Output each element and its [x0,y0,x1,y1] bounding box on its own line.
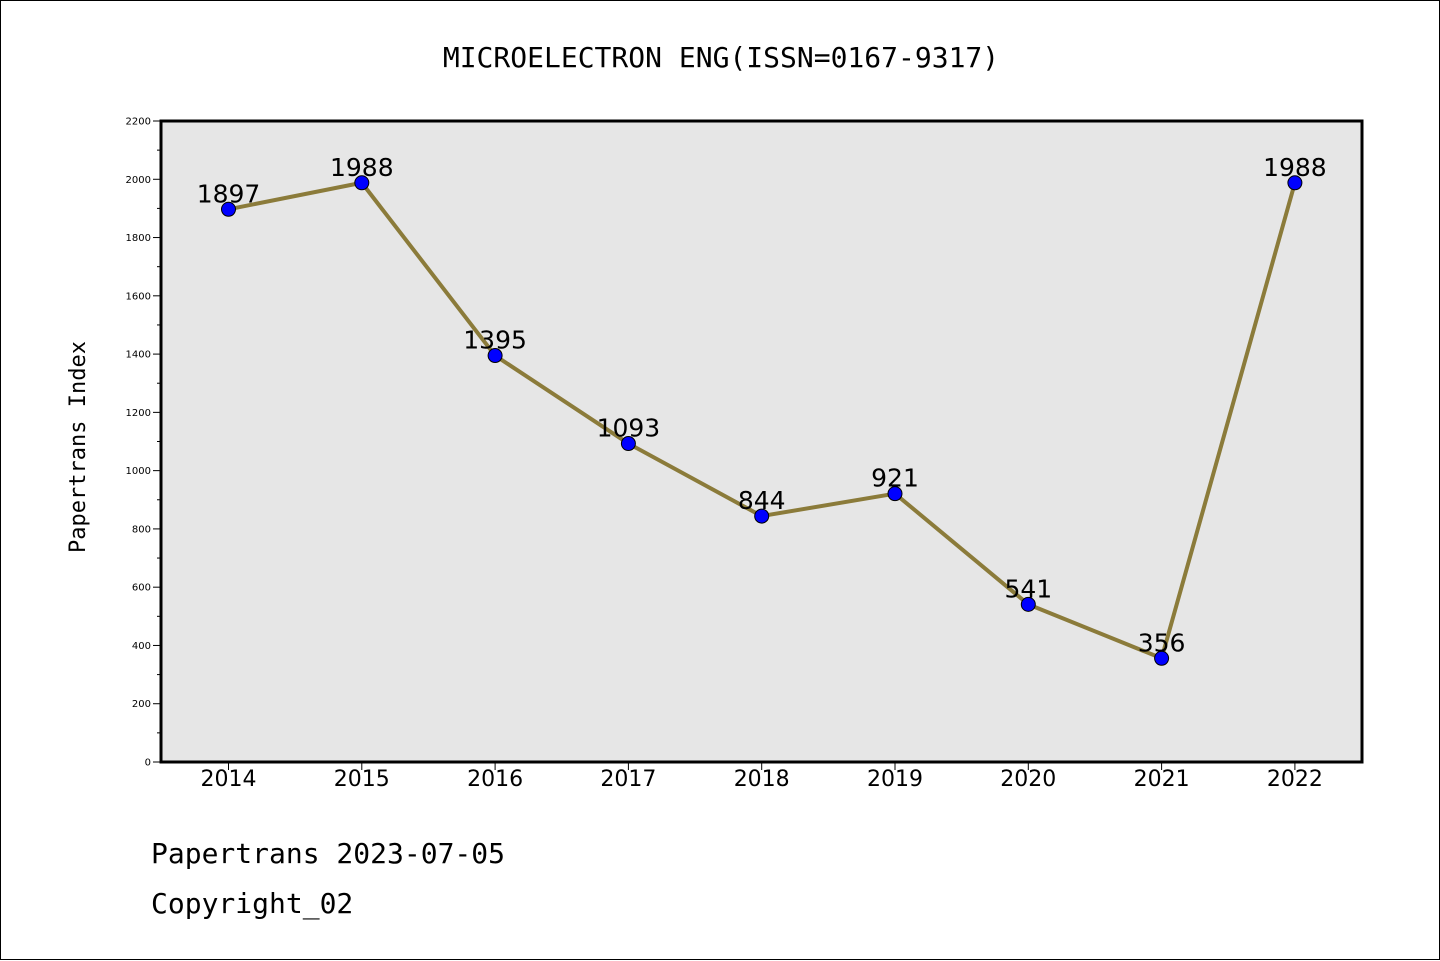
data-label: 541 [1004,574,1052,603]
y-tick-label: 1800 [126,233,151,244]
plot-area [161,121,1362,762]
y-tick-label: 1400 [126,350,151,361]
data-label: 1988 [330,153,394,182]
data-point-marker [1154,650,1170,666]
data-label: 1093 [597,414,661,443]
data-label: 1897 [197,179,261,208]
x-tick-label: 2015 [334,767,390,792]
data-point-marker [487,348,503,364]
data-point-marker [620,436,636,452]
data-label: 356 [1138,628,1186,657]
y-tick-label: 1600 [126,291,151,302]
x-tick-label: 2014 [201,767,257,792]
y-axis-ticks: 0 200 400 600 800 1000 1200 1400 1600 1800 2000 220… [126,117,161,769]
data-label: 921 [871,464,919,493]
data-point-marker [1020,596,1036,612]
data-label: 1988 [1263,153,1327,182]
x-tick-label: 2019 [867,767,923,792]
data-point-marker [354,175,370,191]
y-tick-label: 200 [132,699,151,710]
chart-title: MICROELECTRON ENG(ISSN=0167-9317) [443,41,999,74]
y-tick-label: 2000 [126,175,151,186]
data-point-marker [887,486,903,502]
x-tick-label: 2021 [1134,767,1190,792]
footer-date-text: Papertrans 2023-07-05 [151,837,506,870]
x-tick-label: 2016 [467,767,523,792]
footer-copyright-text: Copyright_02 [151,887,354,920]
data-label: 1395 [463,326,527,355]
x-tick-label: 2017 [600,767,656,792]
data-point-marker [1287,175,1303,191]
x-tick-label: 2020 [1000,767,1056,792]
x-tick-label: 2022 [1267,767,1323,792]
y-tick-label: 600 [132,583,151,594]
y-tick-label: 1200 [126,408,151,419]
y-axis-label: Papertrans Index [66,341,91,553]
y-tick-label: 400 [132,641,151,652]
plot-border [159,119,1364,764]
y-tick-label: 0 [145,758,151,769]
data-point-marker [221,201,236,217]
x-tick-label: 2018 [734,767,790,792]
data-point-marker [754,508,770,524]
y-tick-label: 2200 [126,117,151,128]
y-tick-label: 1000 [126,466,151,477]
y-tick-label: 800 [132,524,151,535]
x-axis-ticks: 2014 2015 2016 2017 2018 2019 2020 2021 2022 [201,762,1323,792]
data-label: 844 [738,486,786,515]
data-series: 1897 1988 1395 1093 844 921 541 356 1988 [197,153,1327,666]
